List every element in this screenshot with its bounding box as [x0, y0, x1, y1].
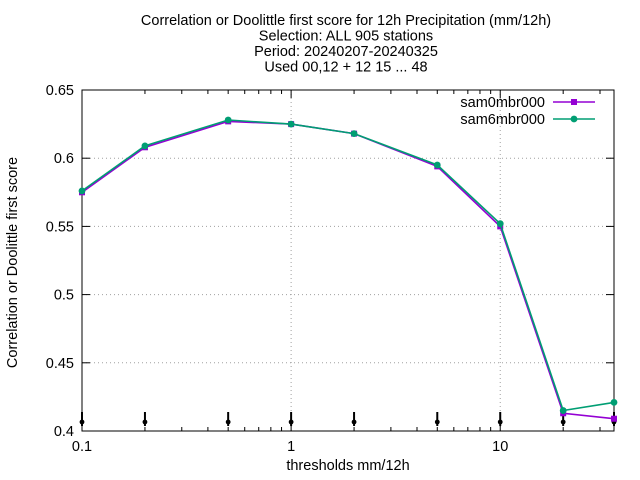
- data-point-sam6mbr000: [224, 116, 232, 124]
- data-point-sam6mbr000: [610, 398, 618, 406]
- chart-title-line: Used 00,12 + 12 15 ... 48: [264, 60, 427, 76]
- grid: [82, 90, 614, 431]
- threshold-marker-dot: [434, 419, 440, 425]
- threshold-marker-dot: [142, 419, 148, 425]
- chart-title: Correlation or Doolittle first score for…: [141, 13, 551, 76]
- y-tick-label: 0.4: [54, 424, 74, 440]
- data-point-sam6mbr000: [559, 407, 567, 414]
- legend-label: sam0mbr000: [460, 95, 545, 111]
- x-tick-label: 1: [287, 439, 295, 455]
- data-point-sam6mbr000: [141, 142, 149, 150]
- series-line-sam0mbr000: [81, 120, 615, 420]
- y-tick-label: 0.5: [54, 288, 74, 304]
- data-point-sam6mbr000: [350, 130, 358, 138]
- series-line-sam6mbr000: [81, 119, 615, 412]
- x-axis-label: thresholds mm/12h: [286, 458, 409, 474]
- data-point-sam6mbr000: [287, 120, 295, 128]
- series: [78, 116, 618, 422]
- chart-title-line: Correlation or Doolittle first score for…: [141, 13, 551, 29]
- plot-frame: [81, 89, 615, 432]
- axis-ticks: 0.4 0.45 0.5 0.55 0.6 0.65 0.1 1 10: [46, 83, 614, 455]
- chart-title-line: Period: 20240207-20240325: [254, 44, 438, 60]
- threshold-marker-dot: [288, 419, 294, 425]
- x-tick-label: 0.1: [72, 439, 92, 455]
- legend-label: sam6mbr000: [460, 112, 545, 128]
- x-tick-label: 10: [492, 439, 508, 455]
- threshold-marker-dot: [351, 419, 357, 425]
- y-tick-label: 0.6: [54, 151, 74, 167]
- data-point-sam6mbr000: [496, 220, 504, 228]
- threshold-marker-dot: [225, 419, 231, 425]
- threshold-marker-dot: [79, 419, 85, 425]
- threshold-marker-dot: [497, 419, 503, 425]
- y-tick-label: 0.55: [46, 219, 74, 235]
- data-point-sam0mbr000: [611, 415, 617, 422]
- threshold-markers: [79, 412, 617, 426]
- y-axis-label: Correlation or Doolittle first score: [5, 157, 21, 368]
- y-tick-label: 0.65: [46, 83, 74, 99]
- data-point-sam6mbr000: [433, 161, 441, 169]
- legend-marker: [570, 115, 578, 123]
- legend-marker: [571, 99, 577, 105]
- data-point-sam6mbr000: [78, 187, 86, 195]
- y-tick-label: 0.45: [46, 356, 74, 372]
- threshold-marker-dot: [560, 419, 566, 425]
- chart-title-line: Selection: ALL 905 stations: [259, 29, 433, 45]
